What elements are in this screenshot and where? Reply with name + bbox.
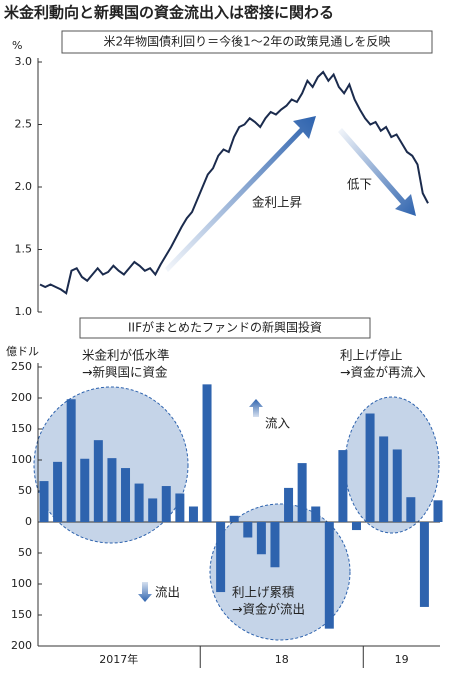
bar (270, 522, 280, 568)
bar (379, 436, 389, 522)
subtitle-box (79, 317, 371, 339)
bar (148, 498, 158, 522)
bar (121, 468, 131, 522)
y-tick-label: 150 (11, 422, 32, 435)
bar (216, 522, 226, 593)
chart-title: 米金利動向と新興国の資金流出入は密接に関わる (4, 4, 334, 22)
annotation: 米金利が低水準 (82, 348, 170, 363)
bar (93, 440, 103, 522)
y-tick-label: 1.0 (15, 305, 33, 318)
bar (392, 449, 402, 522)
x-tick-label: 19 (395, 653, 409, 666)
y-tick-label: 150 (11, 608, 32, 621)
bar (297, 463, 307, 522)
subtitle-box (61, 30, 433, 54)
bar (188, 506, 198, 522)
y-tick-label: 0 (25, 515, 32, 528)
y-tick-label: 200 (11, 391, 32, 404)
bar (324, 522, 334, 629)
annotation: →資金が流出 (232, 602, 305, 617)
bar (406, 497, 416, 522)
bar (311, 506, 321, 522)
highlight-ellipse (209, 503, 351, 641)
bar (80, 458, 90, 522)
bar (39, 481, 49, 522)
yield-line (39, 70, 429, 295)
y-tick-label: 2.5 (15, 118, 33, 131)
y-unit: 億ドル (6, 345, 39, 358)
bar (419, 522, 429, 607)
y-tick-label: 2.0 (15, 180, 33, 193)
annotation: →新興国に資金 (82, 365, 168, 380)
bar (243, 522, 253, 538)
y-tick-label: 50 (18, 484, 32, 497)
fall-arrow (338, 128, 416, 216)
outflow-arrow (138, 582, 152, 602)
y-tick-label: 50 (18, 546, 32, 559)
y-tick-label: 200 (11, 639, 32, 652)
bar (66, 399, 76, 522)
inflow-arrow (249, 399, 263, 417)
subtitle: 米2年物国債利回り＝今後1～2年の政策見通しを反映 (104, 34, 391, 49)
y-tick-label: 250 (11, 360, 32, 373)
bar (107, 458, 117, 522)
bar (161, 486, 171, 522)
y-tick-label: 100 (11, 453, 32, 466)
annotation: 金利上昇 (252, 195, 302, 210)
subtitle: IIFがまとめたファンドの新興国投資 (128, 320, 322, 335)
bar (202, 384, 212, 522)
rise-arrow (165, 116, 316, 272)
highlight-ellipse (344, 396, 440, 534)
x-tick-label: 2017年 (99, 652, 138, 666)
bar (284, 487, 294, 522)
y-unit: % (12, 39, 22, 52)
annotation: 流入 (265, 416, 291, 431)
annotation: 流出 (155, 585, 180, 600)
y-tick-label: 1.5 (15, 243, 33, 256)
bar (338, 450, 348, 522)
annotation: 低下 (347, 177, 372, 192)
bar (365, 413, 375, 522)
bar (351, 522, 361, 531)
bar (134, 483, 144, 522)
bar (433, 500, 443, 522)
bar (53, 461, 63, 522)
y-tick-label: 100 (11, 577, 32, 590)
annotation: 利上げ累積 (232, 585, 295, 600)
bar (175, 493, 185, 522)
annotation: →資金が再流入 (340, 365, 426, 380)
y-tick-label: 3.0 (15, 55, 33, 68)
bar (256, 522, 266, 555)
bar (229, 515, 239, 522)
x-tick-label: 18 (275, 653, 289, 666)
annotation: 利上げ停止 (340, 348, 403, 363)
